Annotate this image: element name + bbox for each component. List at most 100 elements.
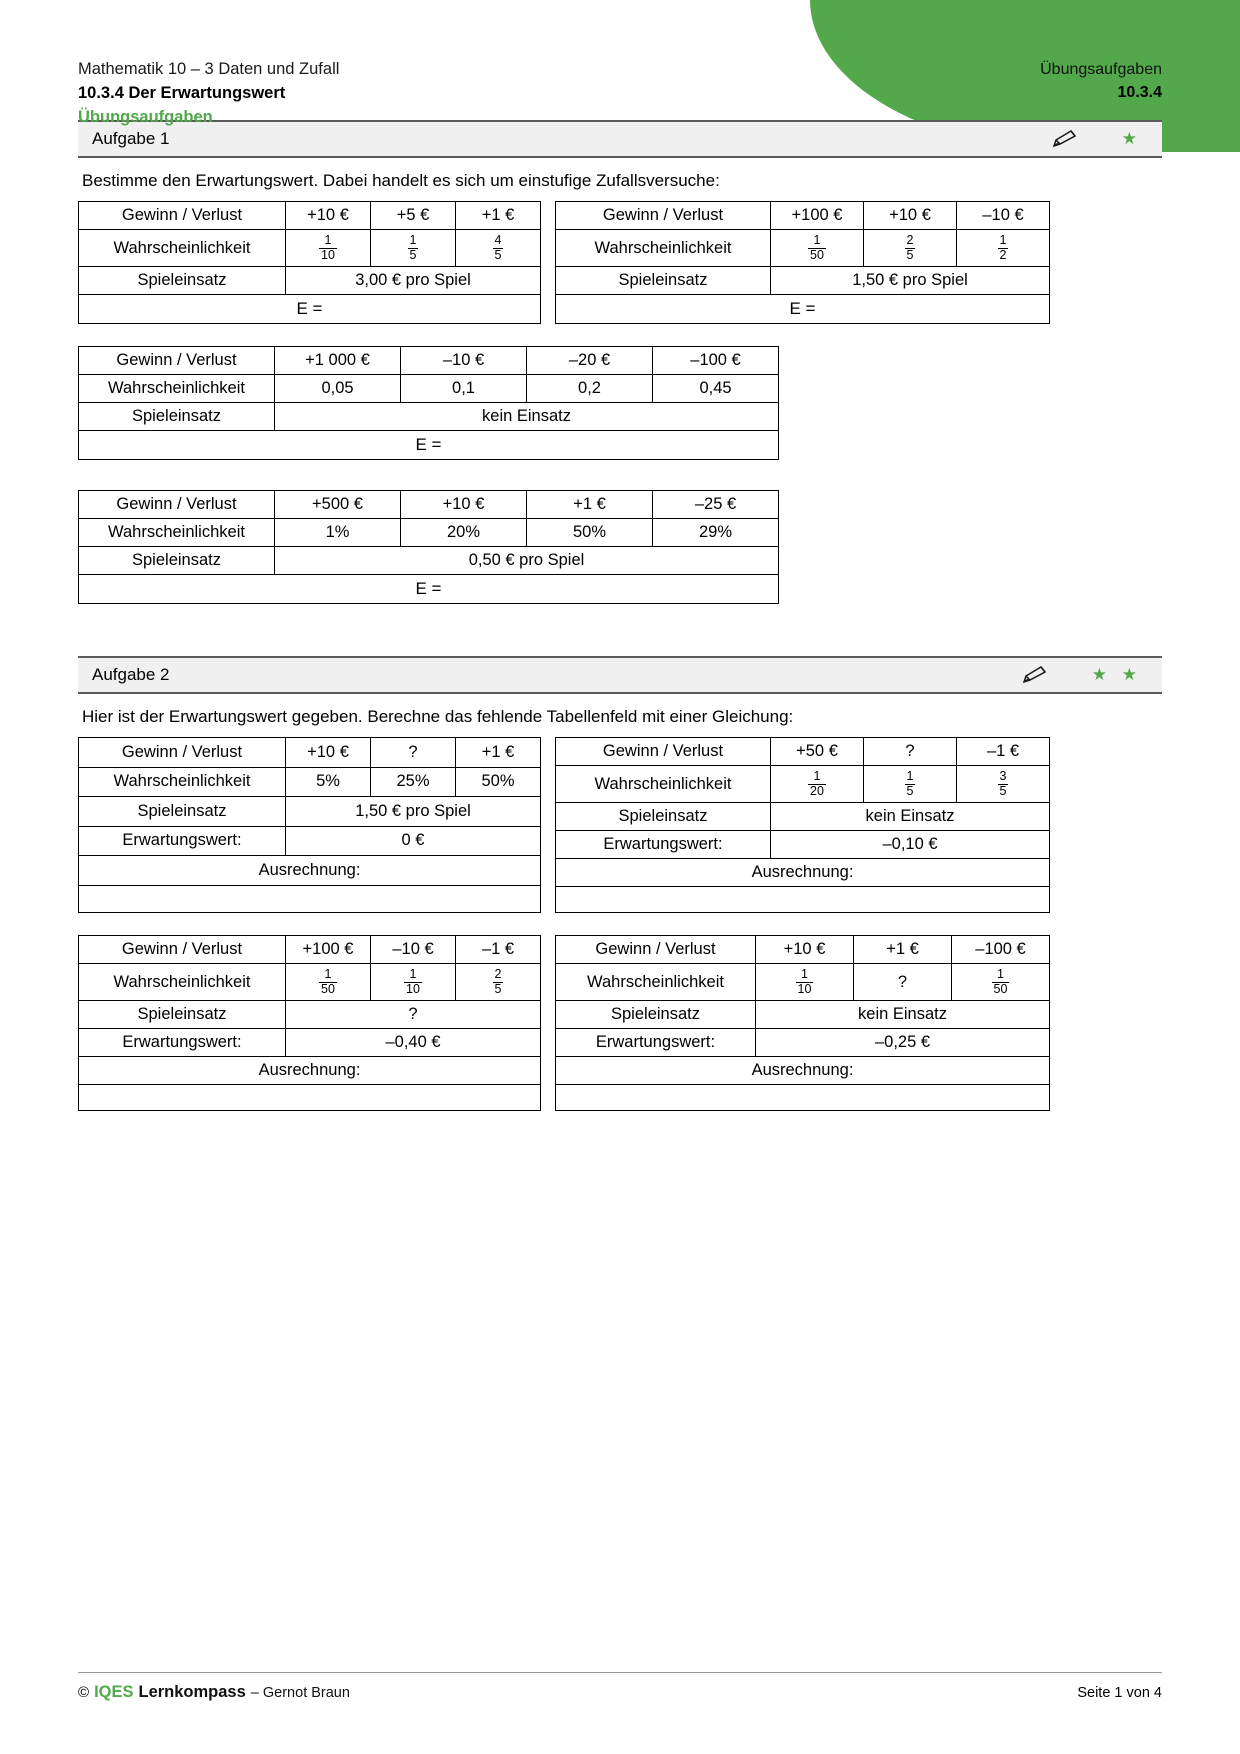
label-spieleinsatz: Spieleinsatz	[555, 1000, 756, 1029]
gewinn-value: –10 €	[956, 201, 1050, 230]
table-row: Gewinn / Verlust +100 € –10 € –1 €	[78, 935, 541, 964]
label-spieleinsatz: Spieleinsatz	[78, 796, 286, 827]
label-spieleinsatz: Spieleinsatz	[555, 802, 771, 831]
label-wahrscheinlichkeit: Wahrscheinlichkeit	[78, 374, 275, 403]
task1-table-3: Gewinn / Verlust +1 000 € –10 € –20 € –1…	[78, 346, 779, 460]
label-wahrscheinlichkeit: Wahrscheinlichkeit	[78, 766, 286, 798]
label-spieleinsatz: Spieleinsatz	[555, 266, 771, 295]
wahrscheinlichkeit-value: 20%	[400, 518, 527, 547]
answer-field-ausrechnung[interactable]	[78, 1084, 541, 1111]
header-type-line: Übungsaufgaben	[78, 107, 213, 126]
task2-table-3: Gewinn / Verlust +100 € –10 € –1 € Wahrs…	[78, 935, 541, 1111]
gewinn-unknown-value: ?	[863, 737, 957, 766]
task1-table-2: Gewinn / Verlust +100 € +10 € –10 € Wahr…	[555, 201, 1050, 324]
wahrscheinlichkeit-value: 1 50	[770, 229, 864, 267]
table-row: Spieleinsatz kein Einsatz	[555, 802, 1050, 831]
label-spieleinsatz: Spieleinsatz	[78, 402, 275, 431]
table-row: Ausrechnung:	[555, 858, 1050, 887]
spieleinsatz-value: 0,50 € pro Spiel	[274, 546, 779, 575]
label-erwartungswert: Erwartungswert:	[555, 830, 771, 859]
task-1-icons: ★	[1050, 129, 1148, 149]
erwartungswert-value: –0,25 €	[755, 1028, 1050, 1057]
brand-name-secondary: Lernkompass	[138, 1683, 246, 1701]
table-row: Wahrscheinlichkeit 1% 20% 50% 29%	[78, 518, 779, 547]
gewinn-value: –100 €	[951, 935, 1050, 964]
pencil-icon	[1050, 129, 1080, 149]
wahrscheinlichkeit-value: 25%	[370, 766, 456, 798]
task-1-title: Aufgabe 1	[92, 129, 170, 148]
table-row: Erwartungswert: –0,40 €	[78, 1028, 541, 1057]
table-row: Spieleinsatz 0,50 € pro Spiel	[78, 546, 779, 575]
gewinn-value: +10 €	[285, 201, 371, 230]
wahrscheinlichkeit-value: 1 10	[370, 963, 456, 1001]
answer-field-ausrechnung[interactable]	[78, 884, 541, 914]
answer-field-e[interactable]: E =	[555, 294, 1050, 324]
answer-field-e[interactable]: E =	[78, 294, 541, 324]
table-row: Spieleinsatz 1,50 € pro Spiel	[555, 266, 1050, 295]
table-row: Erwartungswert: 0 €	[78, 825, 541, 857]
gewinn-value: –10 €	[400, 346, 527, 375]
answer-field-ausrechnung[interactable]	[555, 1084, 1050, 1111]
answer-field-e[interactable]: E =	[78, 574, 779, 604]
spieleinsatz-value: 1,50 € pro Spiel	[770, 266, 1050, 295]
erwartungswert-value: –0,40 €	[285, 1028, 541, 1057]
table-row	[78, 884, 541, 914]
task-2-title: Aufgabe 2	[92, 665, 170, 684]
gewinn-value: +5 €	[370, 201, 456, 230]
header-left-block: Mathematik 10 – 3 Daten und Zufall 10.3.…	[78, 58, 339, 130]
wahrscheinlichkeit-value: 1 10	[285, 229, 371, 267]
table-row: Gewinn / Verlust +100 € +10 € –10 €	[555, 201, 1050, 230]
label-gewinn-verlust: Gewinn / Verlust	[78, 935, 286, 964]
footer-page-info: Seite 1 von 4	[1077, 1684, 1162, 1701]
header-right-block: Übungsaufgaben 10.3.4	[1040, 58, 1162, 104]
task1-table-row-1: Gewinn / Verlust +10 € +5 € +1 € Wahrsch…	[78, 201, 1162, 324]
wahrscheinlichkeit-value: 5%	[285, 766, 371, 798]
header-chapter-line: 10.3.4 Der Erwartungswert	[78, 83, 286, 102]
wahrscheinlichkeit-value: 29%	[652, 518, 779, 547]
header-right-type: Übungsaufgaben	[1040, 61, 1162, 78]
spieleinsatz-value: kein Einsatz	[274, 402, 779, 431]
spieleinsatz-value: kein Einsatz	[755, 1000, 1050, 1029]
wahrscheinlichkeit-value: 0,45	[652, 374, 779, 403]
worksheet-page: Mathematik 10 – 3 Daten und Zufall 10.3.…	[78, 58, 1162, 1111]
label-erwartungswert: Erwartungswert:	[555, 1028, 756, 1057]
label-spieleinsatz: Spieleinsatz	[78, 1000, 286, 1029]
label-ausrechnung: Ausrechnung:	[555, 858, 1050, 887]
task2-table-row-2: Gewinn / Verlust +100 € –10 € –1 € Wahrs…	[78, 935, 1162, 1111]
table-row: Spieleinsatz 1,50 € pro Spiel	[78, 796, 541, 827]
label-ausrechnung: Ausrechnung:	[78, 855, 541, 886]
label-gewinn-verlust: Gewinn / Verlust	[555, 201, 771, 230]
table-row: E =	[555, 294, 1050, 324]
label-wahrscheinlichkeit: Wahrscheinlichkeit	[78, 518, 275, 547]
answer-field-e[interactable]: E =	[78, 430, 779, 460]
gewinn-value: –20 €	[526, 346, 653, 375]
gewinn-value: –10 €	[370, 935, 456, 964]
footer-brand: © IQES Lernkompass – Gernot Braun	[78, 1683, 350, 1702]
table-row: Ausrechnung:	[555, 1056, 1050, 1085]
footer-author: – Gernot Braun	[250, 1685, 350, 1701]
gewinn-unknown-value: ?	[370, 737, 456, 768]
page-footer: © IQES Lernkompass – Gernot Braun Seite 1…	[78, 1672, 1162, 1702]
table-row: Erwartungswert: –0,10 €	[555, 830, 1050, 859]
table-row: Erwartungswert: –0,25 €	[555, 1028, 1050, 1057]
table-row: Spieleinsatz ?	[78, 1000, 541, 1029]
gewinn-value: +10 €	[755, 935, 854, 964]
answer-field-ausrechnung[interactable]	[555, 886, 1050, 913]
label-wahrscheinlichkeit: Wahrscheinlichkeit	[555, 229, 771, 267]
gewinn-value: +10 €	[863, 201, 957, 230]
task2-table-4: Gewinn / Verlust +10 € +1 € –100 € Wahrs…	[555, 935, 1050, 1111]
table-row	[78, 1084, 541, 1111]
spieleinsatz-value: 1,50 € pro Spiel	[285, 796, 541, 827]
table-row: E =	[78, 294, 541, 324]
wahrscheinlichkeit-value: 0,1	[400, 374, 527, 403]
table-row: Spieleinsatz 3,00 € pro Spiel	[78, 266, 541, 295]
spieleinsatz-value: 3,00 € pro Spiel	[285, 266, 541, 295]
label-gewinn-verlust: Gewinn / Verlust	[78, 201, 286, 230]
label-wahrscheinlichkeit: Wahrscheinlichkeit	[555, 765, 771, 803]
table-row: Wahrscheinlichkeit 5% 25% 50%	[78, 766, 541, 798]
wahrscheinlichkeit-value: 50%	[526, 518, 653, 547]
